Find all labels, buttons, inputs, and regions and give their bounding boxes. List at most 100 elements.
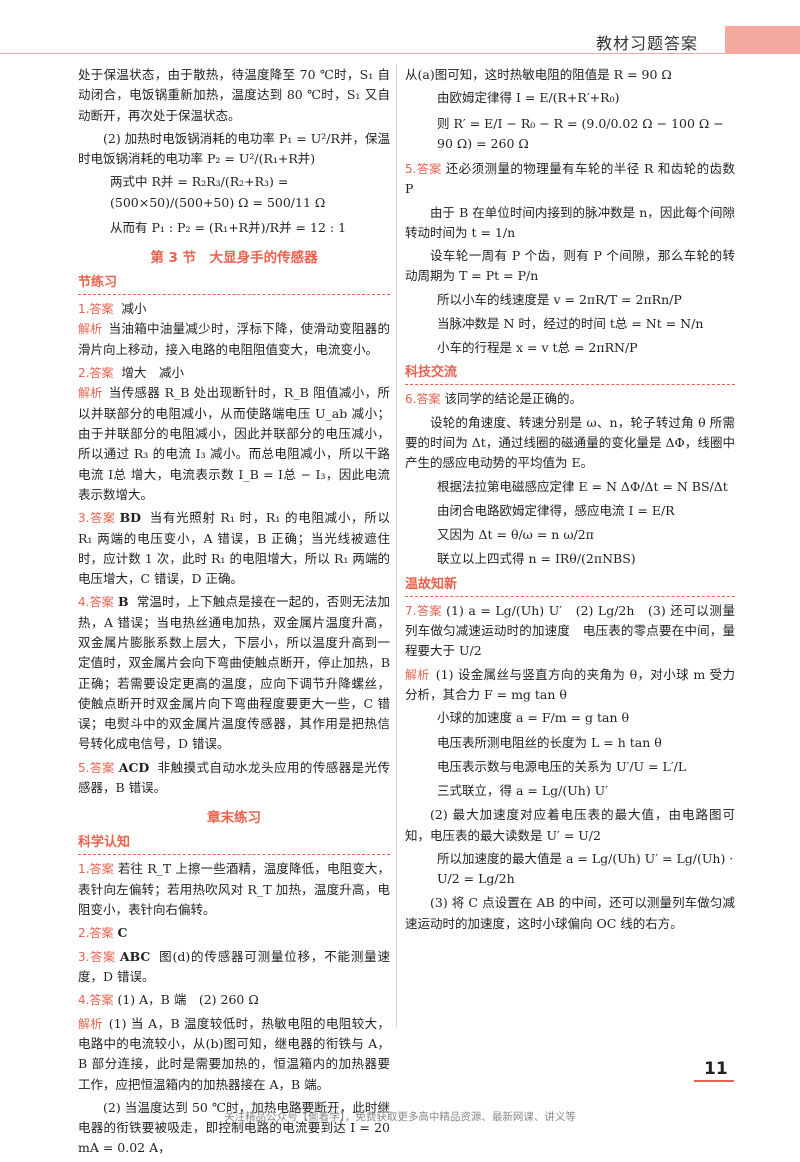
exercise-item: 5.答案 还必须测量的物理量有车轮的半径 R 和齿轮的齿数 P 由于 B 在单位时… [405,159,735,358]
analysis-tag: 解析 [78,322,103,337]
section-title-chapter: 章末练习 [207,810,261,827]
solution-equation: 小车的行程是 x = v t总 = 2πRN/P [437,340,638,356]
category-divider [405,595,735,597]
item-number: 3. [78,511,90,526]
exercise-item: 2.答案 C [78,923,390,943]
analysis-continued: (2) 当温度达到 50 ℃时，加热电路要断开，此时继电器的衔铁要被吸走，即控制… [78,1099,390,1156]
answer-choice: ACD [118,759,150,775]
solution-equation: 所以小车的线速度是 v = 2πR/T = 2πRn/P [437,291,682,307]
category-divider [405,384,735,386]
solution-equation: 电压表示数与电源电压的关系为 U′/U = L′/L [437,758,687,774]
answer-text: 常温时，上下触点是接在一起的，否则无法加热，A 错误；当电热丝通电加热，双金属片… [78,594,390,752]
answer-text: 该同学的结论是正确的。 [444,391,582,407]
item-number: 7. [405,603,417,618]
analysis-text: 当传感器 R_B 处出现断针时，R_B 阻值减小，所以并联部分的电阻减小，从而使… [78,385,390,502]
answer-text: 当有光照射 R₁ 时，R₁ 的电阻减小，所以 R₁ 两端的电压变小，A 错误，B… [78,510,390,587]
exercise-item: 4.答案 (1) A，B 端 (2) 260 Ω 解析 (1) 当 A，B 温度较低… [78,990,390,1158]
exercise-item: 5.答案 ACD 非触摸式自动水龙头应用的传感器是光传感器，B 错误。 [78,758,390,799]
answer-text: (1) a = Lg/(Uh) U′ (2) Lg/2h (3) 还可以测量列车… [405,602,735,659]
page-number: 11 [704,1059,728,1079]
item-number: 1. [78,862,90,877]
left-column: 处于保温状态，由于散热，待温度降至 70 ℃时，S₁ 自动闭合，电饭锅重新加热，… [78,65,390,1162]
solution-equation: 小球的加速度 a = F/m = g tan θ [437,710,630,726]
answer-text: 还必须测量的物理量有车轮的半径 R 和齿轮的齿数 P [405,161,735,197]
column-divider [396,64,397,1027]
answer-tag: 答案 [416,392,441,407]
item-number: 4. [78,993,90,1008]
exercise-item: 1.答案 减小 解析 当油箱中油量减少时，浮标下降，使滑动变阻器的滑片向上移动，接… [78,299,390,360]
solution-equation: 当脉冲数是 N 时，经过的时间 t总 = Nt = N/n [437,315,704,331]
analysis-tag: 解析 [78,1016,103,1031]
category-wengu: 温故知新 [405,576,458,592]
section-title-3: 第 3 节 大显身手的传感器 [150,250,318,266]
header-title: 教材习题答案 [596,34,699,53]
intro-paragraph-2: (2) 加热时电饭锅消耗的电功率 P₁ = U²/R并，保温时电饭锅消耗的电功率… [78,130,390,166]
exercise-item: 3.答案 ABC 图(d)的传感器可测量位移，不能测量速度，D 错误。 [78,947,390,988]
header-accent-box [725,26,800,54]
answer-tag: 答案 [89,301,114,316]
continued-equation: 由欧姆定律得 I = E/(R+R′+R₀) [437,90,620,106]
continued-line: 从(a)图可知，这时热敏电阻的阻值是 R = 90 Ω [405,67,672,82]
answer-tag: 答案 [89,949,116,964]
answer-text: (1) A，B 端 (2) 260 Ω [117,992,259,1008]
category-divider [78,293,390,295]
analysis-text: (1) 设金属丝与竖直方向的夹角为 θ，对小球 m 受力分析，其合力 F = m… [405,666,735,703]
item-number: 6. [405,392,417,407]
intro-equation-1: 两式中 R并 = R₂R₃/(R₂+R₃) = (500×50)/(500+50… [110,174,326,210]
page-number-underline [694,1080,734,1082]
analysis-text: 当油箱中油量减少时，浮标下降，使滑动变阻器的滑片向上移动，接入电路的电阻阻值变大… [78,321,390,357]
item-number: 3. [78,949,90,964]
exercise-item: 7.答案 (1) a = Lg/(Uh) U′ (2) Lg/2h (3) 还可以… [405,601,735,934]
analysis-tag: 解析 [405,667,430,682]
solution-line: 由于 B 在单位时间内接到的脉冲数是 n，因此每个间隙转动时间为 t = 1/n [405,204,735,240]
answer-text: 非触摸式自动水龙头应用的传感器是光传感器，B 错误。 [78,759,390,795]
item-number: 5. [78,760,90,775]
answer-choice: B [117,594,129,610]
solution-equation: 电压表所测电阻丝的长度为 L = h tan θ [437,734,662,750]
answer-tag: 答案 [89,993,114,1008]
solution-equation: 所以加速度的最大值是 a = Lg/(Uh) U′ = Lg/(Uh) · U/… [437,850,734,887]
answer-choice: BD [119,510,141,526]
item-number: 4. [78,595,90,610]
solution-line: (2) 最大加速度对应着电压表的最大值，由电路图可知，电压表的最大读数是 U′ … [405,807,735,843]
exercise-item: 1.答案 若往 R_T 上擦一些酒精，温度降低，电阻变大，表针向左偏转；若用热吹风… [78,859,390,920]
solution-equation: 联立以上四式得 n = IRθ/(2πNBS) [437,551,636,567]
answer-tag: 答案 [89,926,114,941]
answer-choice: C [117,925,128,941]
intro-paragraph-1: 处于保温状态，由于散热，待温度降至 70 ℃时，S₁ 自动闭合，电饭锅重新加热，… [78,67,390,123]
solution-line: 设车轮一周有 P 个齿，则有 P 个间隙，那么车轮的转动周期为 T = Pt =… [405,248,735,284]
category-jielianxi: 节练习 [78,274,118,290]
exercise-item: 4.答案 B 常温时，上下触点是接在一起的，否则无法加热，A 错误；当电热丝通电加热… [78,592,390,754]
answer-choice: ABC [119,948,151,964]
analysis-text: (1) 当 A，B 温度较低时，热敏电阻的电阻较大，电路中的电流较小，从(b)图… [78,1015,390,1092]
exercise-item: 2.答案 增大 减小 解析 当传感器 R_B 处出现断针时，R_B 阻值减小，所以… [78,363,390,505]
item-number: 2. [78,366,90,381]
answer-tag: 答案 [416,162,442,176]
solution-equation: 三式联立，得 a = Lg/(Uh) U′ [437,783,609,799]
exercise-item: 3.答案 BD 当有光照射 R₁ 时，R₁ 的电阻减小，所以 R₁ 两端的电压变小，… [78,508,390,589]
solution-equation: 由闭合电路欧姆定律得，感应电流 I = E/R [437,502,675,518]
solution-line: (3) 将 C 点设置在 AB 的中间，还可以测量列车做匀减速运动时的加速度，这… [405,895,735,931]
exercise-item: 6.答案 该同学的结论是正确的。 设轮的角速度、转速分别是 ω、n，轮子转过角 θ… [405,389,735,569]
answer-tag: 答案 [416,603,443,618]
answer-tag: 答案 [89,366,114,381]
solution-equation: 根据法拉第电磁感应定律 E = N ΔΦ/Δt = N BS/Δt [437,478,728,494]
solution-equation: 又因为 Δt = θ/ω = n ω/2π [437,527,594,543]
answer-text: 图(d)的传感器可测量位移，不能测量速度，D 错误。 [78,948,390,984]
right-column: 从(a)图可知，这时热敏电阻的阻值是 R = 90 Ω 由欧姆定律得 I = E… [405,65,735,937]
answer-text: 若往 R_T 上擦一些酒精，温度降低，电阻变大，表针向左偏转；若用热吹风对 R_… [78,861,390,917]
item-number: 5. [405,162,417,176]
answer-tag: 答案 [89,862,114,877]
answer-tag: 答案 [89,511,116,526]
answer-text: 增大 减小 [121,365,184,381]
answer-tag: 答案 [89,595,114,610]
intro-equation-2: 从而有 P₁ : P₂ = (R₁+R并)/R并 = 12 : 1 [110,219,347,235]
category-keji: 科技交流 [405,365,458,381]
continued-equation: 则 R′ = E/I − R₀ − R = (9.0/0.02 Ω − 100 … [437,115,724,151]
item-number: 1. [78,301,90,316]
footer-note: 关注精品公众号【偷着学】，免费获取更多高中精品资源、最新网课、讲义等 [224,1111,576,1123]
solution-line: 设轮的角速度、转速分别是 ω、n，轮子转过角 θ 所需要的时间为 Δt，通过线圈… [405,414,735,471]
answer-tag: 答案 [89,760,115,775]
analysis-tag: 解析 [78,386,103,401]
category-kexue: 科学认知 [78,835,131,851]
